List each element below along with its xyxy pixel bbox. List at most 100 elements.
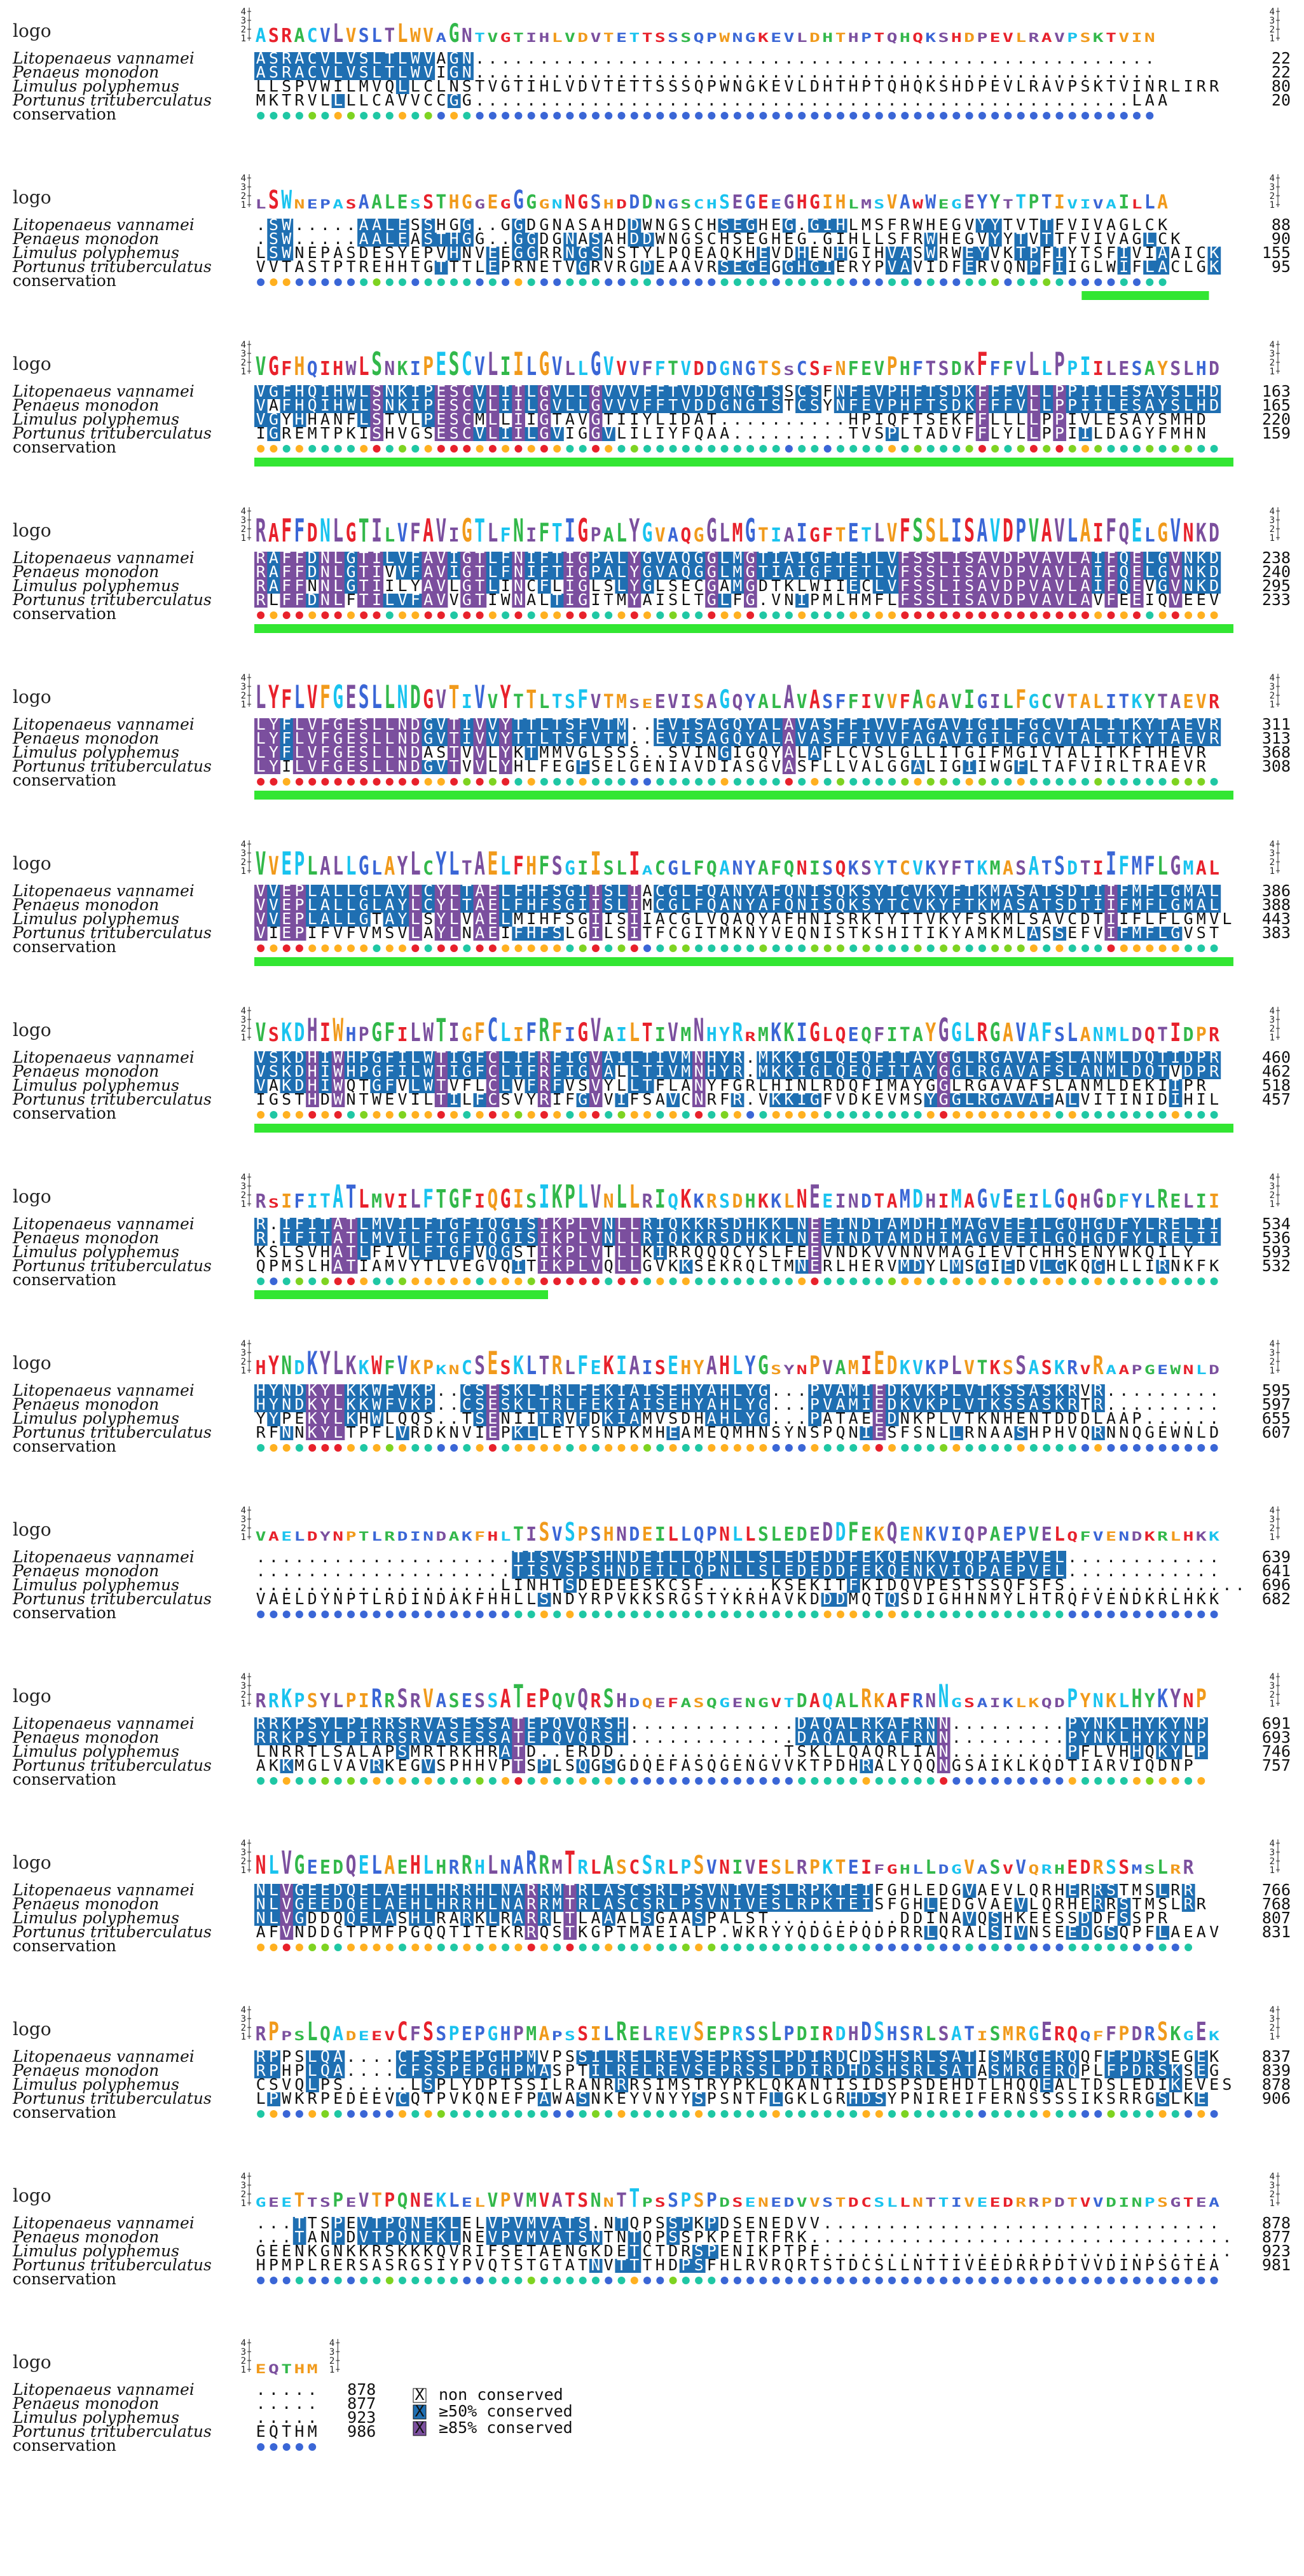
- conservation-dot: [1043, 445, 1051, 453]
- conservation-dot: [308, 944, 317, 952]
- residue: K: [1067, 1257, 1077, 1275]
- residue: G: [707, 590, 717, 609]
- conservation-dot: [257, 944, 265, 952]
- conservation-dot: [914, 778, 922, 786]
- conservation-dot: [888, 611, 896, 619]
- residue: E: [385, 1090, 394, 1108]
- logo-letter: V: [783, 30, 794, 45]
- conservation-dot: [411, 112, 420, 119]
- residue: .: [952, 91, 961, 109]
- residue: I: [1067, 424, 1077, 442]
- conservation-dot: [308, 778, 317, 786]
- residue: V: [1029, 1257, 1038, 1275]
- residue: I: [939, 757, 949, 775]
- conservation-dot: [1133, 1111, 1141, 1119]
- logo-letter: C: [655, 857, 666, 879]
- logo-letter: I: [1196, 1190, 1207, 1212]
- residue: L: [835, 757, 845, 775]
- conservation-dot: [630, 944, 638, 952]
- residue: C: [436, 91, 446, 109]
- residue: I: [991, 1257, 1000, 1275]
- conservation-dot: [1158, 1111, 1167, 1119]
- logo-letter: N: [797, 1185, 807, 1214]
- logo-letter: V: [320, 24, 331, 46]
- conservation-dot: [978, 944, 986, 952]
- residue: H: [397, 257, 407, 276]
- conservation-dot: [965, 778, 973, 786]
- logo-letter: H: [951, 30, 962, 45]
- conservation-dot: [1184, 944, 1193, 952]
- conservation-dot: [1081, 611, 1089, 619]
- logo-letter: A: [1144, 357, 1155, 379]
- conservation-dot: [669, 278, 677, 286]
- logo-letter: T: [436, 1185, 446, 1214]
- logo-letter: Y: [977, 191, 987, 213]
- residue: V: [1080, 1090, 1090, 1108]
- conservation-dot: [862, 778, 870, 786]
- logo-letter: E: [848, 1023, 859, 1046]
- conservation-dot: [360, 611, 368, 619]
- residue: D: [913, 1257, 923, 1275]
- logo-letter: L: [1093, 690, 1104, 712]
- logo-letter: A: [642, 862, 653, 878]
- conservation-dot: [488, 944, 497, 952]
- residue: F: [475, 1090, 484, 1108]
- logo-letter: F: [1144, 852, 1155, 881]
- logo-letter: V: [1067, 196, 1078, 212]
- residue: R: [1158, 1257, 1168, 1275]
- logo-letter: T: [436, 1011, 446, 1049]
- logo-letter: W: [925, 191, 936, 213]
- logo-letter: N: [732, 857, 743, 879]
- logo-letter: G: [577, 191, 588, 213]
- conservation-dot: [321, 112, 329, 119]
- residue: I: [514, 1257, 523, 1275]
- residue: C: [1170, 257, 1180, 276]
- conservation-dot: [1004, 944, 1012, 952]
- residue: P: [1042, 424, 1052, 442]
- logo-letter: A: [603, 1023, 614, 1046]
- conservation-dot: [746, 445, 755, 453]
- logo-letter: K: [1093, 30, 1104, 45]
- residue: L: [939, 590, 949, 609]
- residue: H: [849, 590, 858, 609]
- residue: E: [552, 757, 562, 775]
- conservation-dot: [862, 944, 870, 952]
- conservation-dot: [733, 778, 741, 786]
- conservation-dot: [759, 778, 767, 786]
- residue: E: [732, 257, 742, 276]
- residue: I: [655, 590, 665, 609]
- conserved-50-cell: [267, 52, 280, 66]
- residue: A: [1029, 1090, 1038, 1108]
- residue: T: [450, 257, 459, 276]
- conservation-dot: [308, 278, 317, 286]
- residue: F: [629, 1090, 639, 1108]
- residue: .: [1029, 91, 1038, 109]
- logo-letter: D: [294, 1018, 305, 1047]
- residue: T: [1106, 1090, 1116, 1108]
- logo-letter: E: [436, 345, 446, 383]
- residue: L: [1145, 257, 1155, 276]
- residue: N: [1132, 1090, 1141, 1108]
- logo-letter: N: [1144, 30, 1155, 45]
- conservation-dot: [785, 611, 793, 619]
- residue: M: [720, 923, 729, 942]
- logo-letter: L: [449, 845, 460, 882]
- species-name: Litopenaeus vannamei: [12, 49, 195, 67]
- residue: H: [887, 923, 896, 942]
- conservation-dot: [540, 778, 548, 786]
- logo-letter: L: [616, 1178, 627, 1215]
- logo-letter: F: [577, 685, 588, 714]
- logo-letter: F: [281, 357, 292, 379]
- conservation-dot: [785, 778, 793, 786]
- logo-letter: F: [900, 690, 910, 712]
- logo-letter: A: [333, 1178, 343, 1215]
- conservation-dot: [733, 1111, 741, 1119]
- residue: F: [539, 923, 549, 942]
- logo-letter: I: [1080, 352, 1091, 381]
- residue: I: [926, 257, 935, 276]
- logo-letter: P: [1028, 191, 1039, 213]
- logo-letter: K: [758, 1190, 769, 1212]
- logo-letter: E: [346, 678, 357, 716]
- residue: .: [771, 424, 781, 442]
